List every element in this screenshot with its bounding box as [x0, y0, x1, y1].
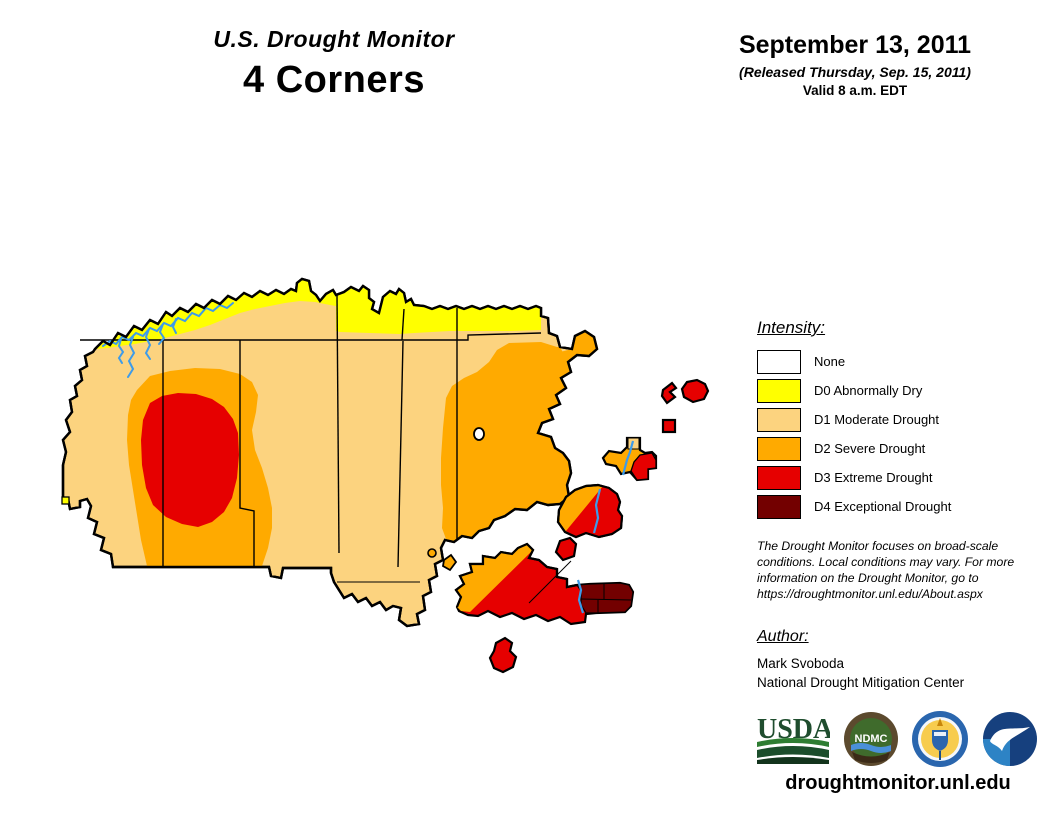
legend-row-d0: D0 Abnormally Dry	[757, 378, 1047, 403]
noaa-logo	[982, 712, 1037, 766]
legend-row-d3: D3 Extreme Drought	[757, 465, 1047, 490]
legend-label: D4 Exceptional Drought	[814, 499, 952, 514]
swatch-none	[757, 349, 801, 374]
disclaimer-text: The Drought Monitor focuses on broad-sca…	[757, 539, 1015, 602]
legend-label: D1 Moderate Drought	[814, 412, 940, 427]
map-d3-core	[141, 393, 239, 527]
legend-row-none: None	[757, 349, 1047, 374]
legend-row-d4: D4 Exceptional Drought	[757, 494, 1047, 519]
legend-label: D3 Extreme Drought	[814, 470, 933, 485]
map-d0-layer	[95, 279, 541, 349]
legend-row-d1: D1 Moderate Drought	[757, 407, 1047, 432]
ndmc-logo-text: NDMC	[854, 733, 887, 745]
legend-label: D0 Abnormally Dry	[814, 383, 923, 398]
ndmc-logo: NDMC	[843, 712, 898, 766]
title-block: U.S. Drought Monitor 4 Corners	[95, 26, 573, 102]
legend-label: None	[814, 354, 846, 369]
author-heading: Author:	[757, 628, 809, 645]
usda-logo: USDA	[757, 714, 830, 764]
legend-row-d2: D2 Severe Drought	[757, 436, 1047, 461]
map-date: September 13, 2011	[738, 31, 972, 59]
swatch-d0	[757, 378, 801, 403]
date-block: September 13, 2011 (Released Thursday, S…	[703, 31, 1007, 98]
commerce-seal-logo	[912, 711, 969, 767]
legend-label: D2 Severe Drought	[814, 441, 926, 456]
swatch-d2	[757, 436, 801, 461]
swatch-d1	[757, 407, 801, 432]
released-date: (Released Thursday, Sep. 15, 2011)	[739, 64, 971, 80]
map-boundary-lines	[80, 294, 542, 583]
agency-logos: USDA NDMC	[756, 708, 1038, 770]
valid-time: Valid 8 a.m. EDT	[802, 83, 908, 98]
author-org: National Drought Mitigation Center	[757, 675, 965, 690]
map-edge-patches	[61, 496, 458, 572]
page-title: U.S. Drought Monitor	[213, 26, 455, 52]
author-name: Mark Svoboda	[757, 656, 845, 671]
map-none-hole	[473, 427, 485, 441]
map-detached-patches	[454, 378, 710, 674]
map-streams	[102, 302, 234, 378]
legend-heading: Intensity:	[757, 318, 826, 337]
region-title: 4 Corners	[243, 59, 425, 101]
swatch-d4	[757, 494, 801, 519]
swatch-d3	[757, 465, 801, 490]
site-url: droughtmonitor.unl.edu	[785, 772, 1011, 794]
intensity-legend: Intensity: None D0 Abnormally Dry D1 Mod…	[757, 318, 1047, 524]
